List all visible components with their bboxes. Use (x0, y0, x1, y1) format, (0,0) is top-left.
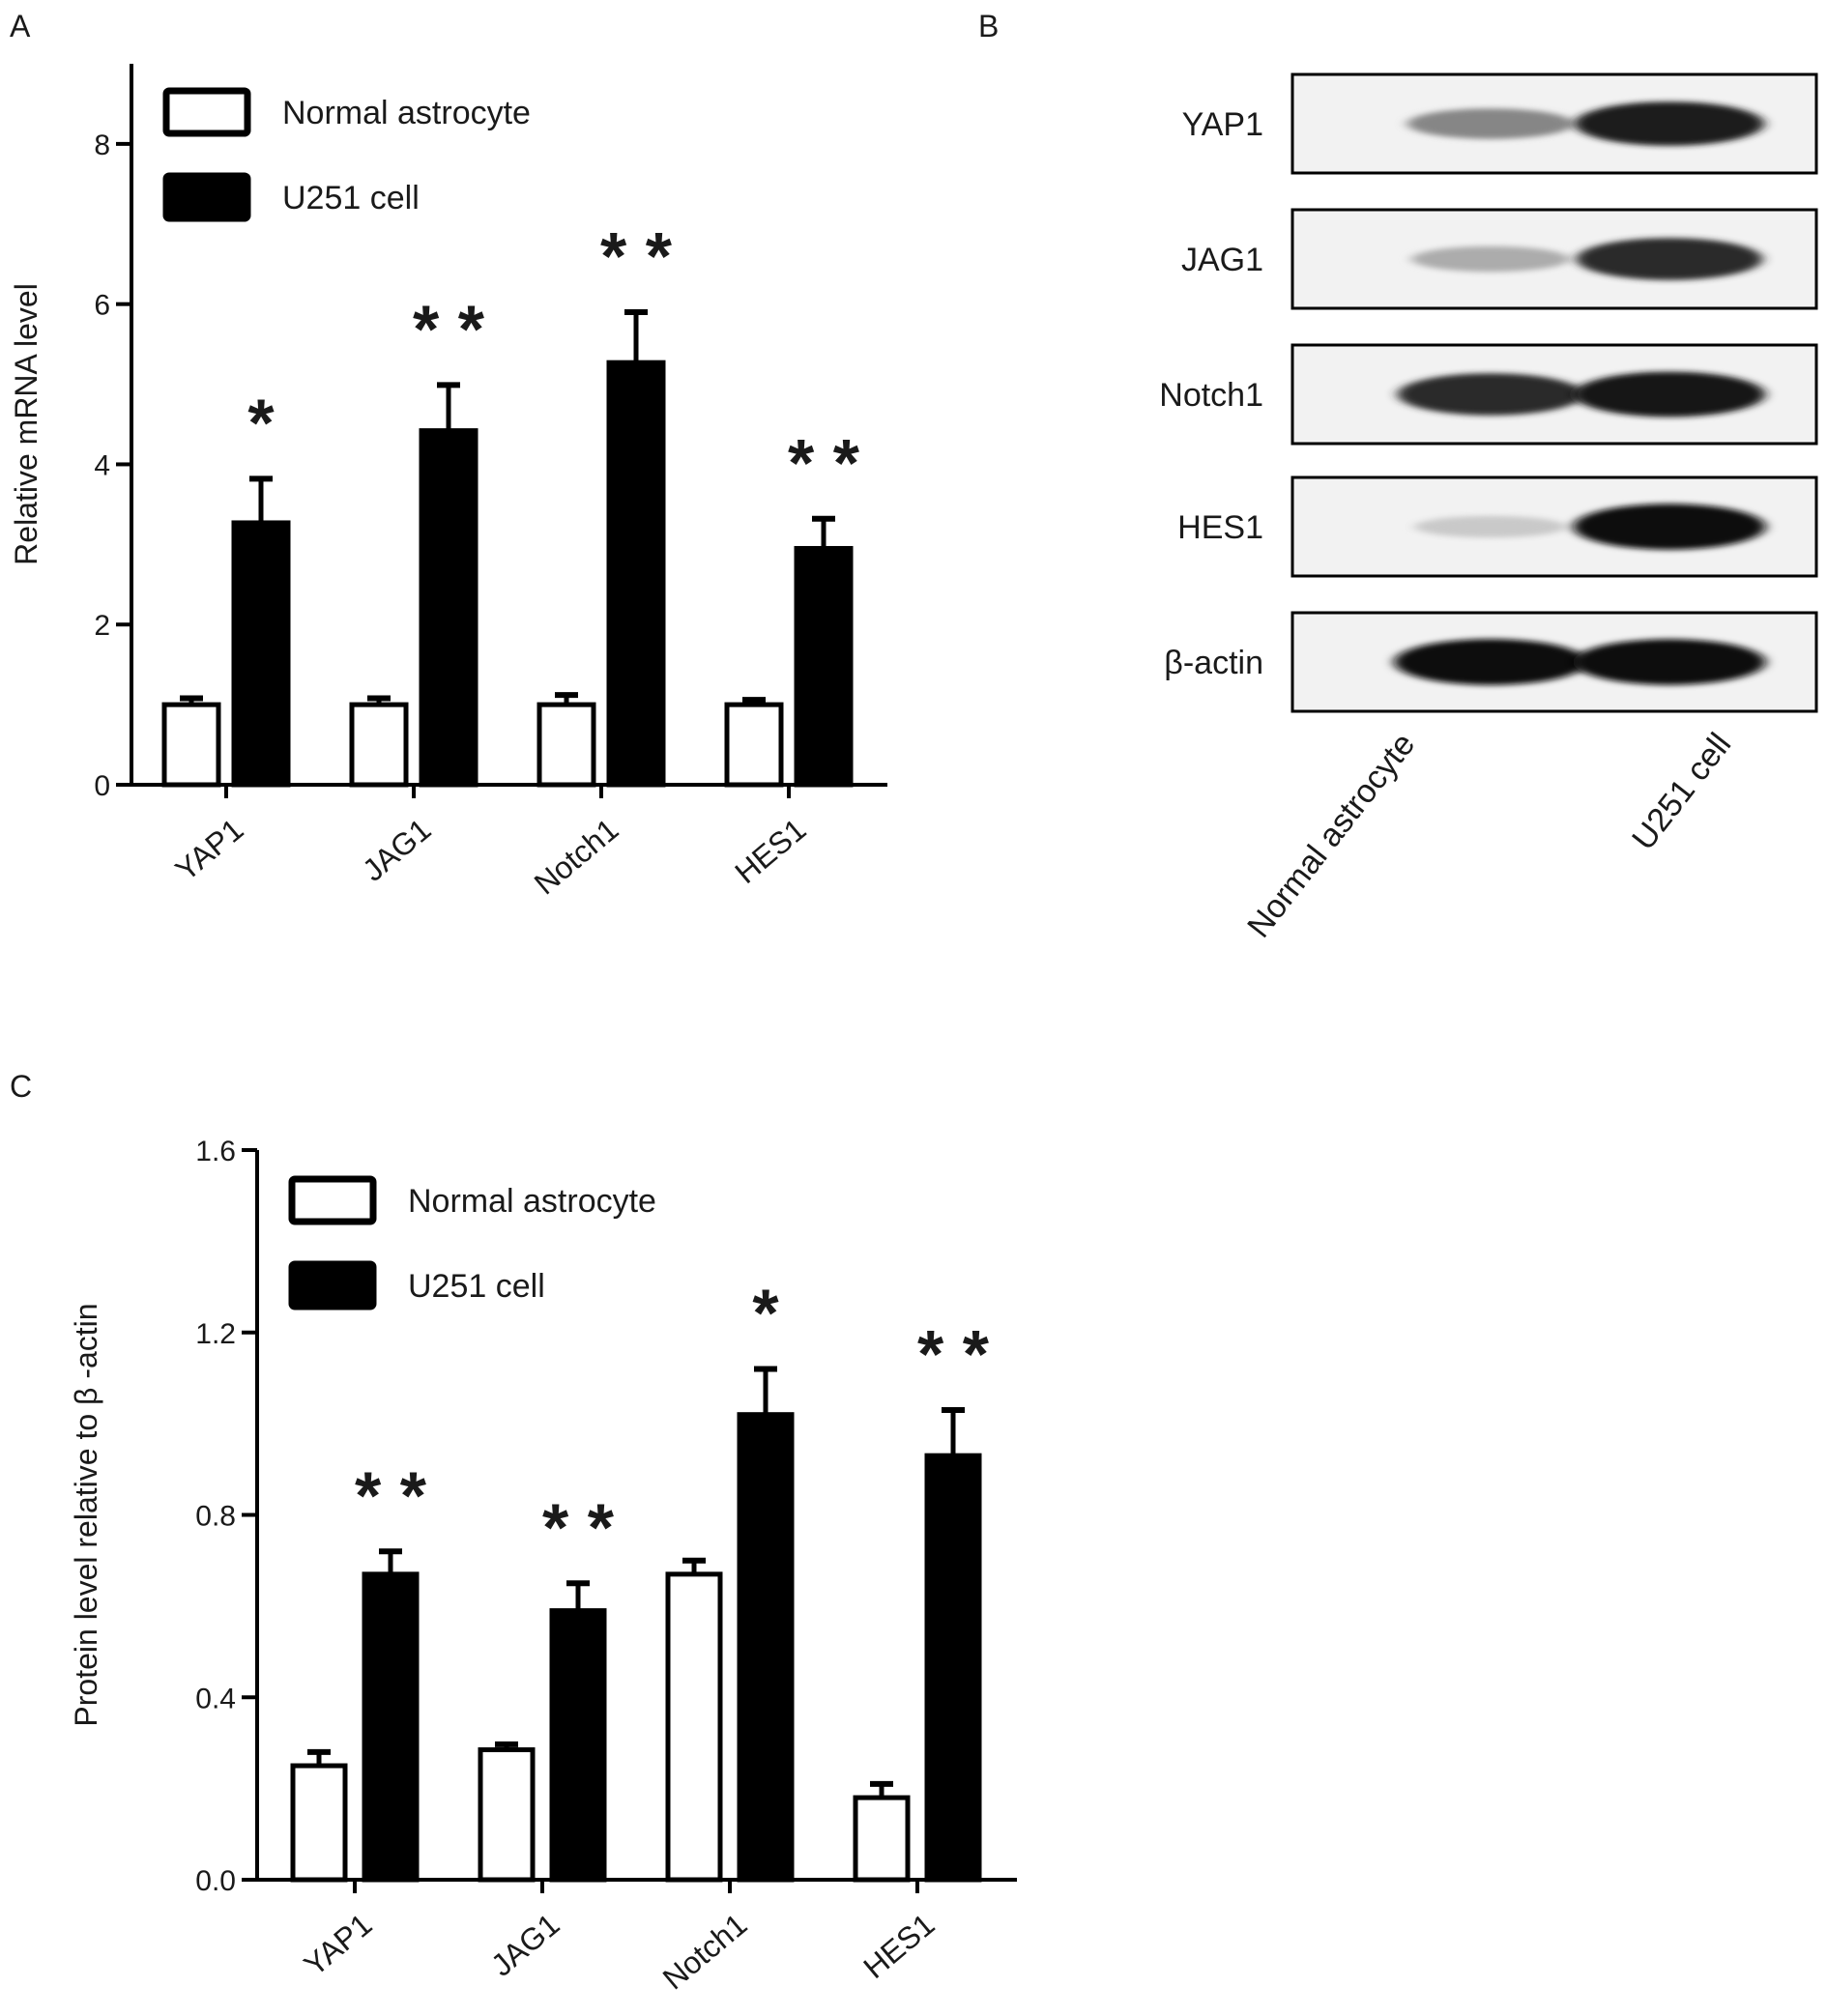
significance-marker: * (247, 385, 275, 460)
blot-band (1575, 101, 1764, 146)
panel-letter-c: C (10, 1069, 32, 1104)
x-tick-label: YAP1 (297, 1907, 378, 1983)
bar-u251-cell (419, 428, 478, 788)
blot-band (1406, 108, 1575, 139)
bar-normal-astrocyte (290, 1763, 348, 1883)
panel-a-chart: 0 2 4 6 8 Relative mRNA level * YAP1 * * JAG1 * * N… (9, 64, 887, 902)
x-tick-label: JAG1 (356, 812, 437, 888)
panel-letter-b: B (978, 9, 999, 43)
y-tick-label: 1.2 (195, 1318, 236, 1350)
bar-u251-cell (549, 1608, 607, 1883)
x-tick-label: Notch1 (528, 812, 625, 902)
significance-marker: * * (413, 291, 485, 366)
legend-label: U251 cell (408, 1268, 545, 1305)
blot-column-label: Normal astrocyte (1240, 727, 1422, 945)
bar-normal-astrocyte (853, 1795, 911, 1883)
blot-row-label: Notch1 (1159, 377, 1263, 414)
y-tick-label: 4 (94, 449, 110, 481)
y-tick-label: 0 (94, 770, 110, 802)
blot-row-label: JAG1 (1181, 242, 1263, 278)
y-axis-label: Relative mRNA level (9, 283, 44, 565)
significance-marker: * * (600, 218, 673, 294)
y-tick-label: 6 (94, 290, 110, 322)
bar-u251-cell (737, 1412, 795, 1883)
y-tick-label: 0.8 (195, 1501, 236, 1533)
bar-u251-cell (924, 1453, 982, 1883)
blot-column-label: U251 cell (1625, 727, 1738, 857)
bar-normal-astrocyte (724, 702, 784, 788)
y-tick-label: 0.0 (195, 1865, 236, 1897)
significance-marker: * * (788, 425, 860, 501)
blot-band (1576, 238, 1763, 280)
legend-swatch (162, 87, 251, 137)
blot-band (1574, 371, 1765, 418)
y-tick-label: 2 (94, 610, 110, 642)
panel-letter-a: A (10, 9, 31, 43)
legend-swatch (288, 1260, 377, 1310)
significance-marker: * * (917, 1316, 990, 1392)
blot-row-label: β-actin (1164, 645, 1263, 681)
x-tick-label: YAP1 (168, 812, 249, 888)
bar-u251-cell (231, 520, 291, 788)
bar-normal-astrocyte (665, 1571, 723, 1883)
panel-b-western-blot: YAP1 JAG1 Notch1 HES1 β-actin Normal astrocyt… (1159, 72, 1818, 945)
y-axis-label: Protein level relative to β -actin (69, 1303, 103, 1726)
bar-normal-astrocyte (161, 702, 221, 788)
significance-marker: * * (355, 1457, 427, 1533)
y-tick-label: 1.6 (195, 1136, 236, 1167)
bar-u251-cell (794, 545, 854, 788)
y-tick-label: 0.4 (195, 1683, 236, 1714)
blot-band (1397, 373, 1584, 416)
significance-marker: * (752, 1276, 779, 1351)
bar-normal-astrocyte (349, 702, 409, 788)
legend-label: Normal astrocyte (282, 95, 531, 131)
blot-row-label: HES1 (1177, 509, 1263, 546)
panel-c-chart: 0.0 0.4 0.8 1.2 1.6 Protein level relative to… (69, 1136, 1017, 1997)
bar-u251-cell (362, 1571, 420, 1883)
bar-normal-astrocyte (478, 1747, 536, 1883)
legend-label: Normal astrocyte (408, 1183, 656, 1220)
bar-u251-cell (606, 360, 666, 788)
legend-label: U251 cell (282, 180, 420, 216)
x-tick-label: JAG1 (484, 1907, 566, 1983)
x-tick-label: HES1 (856, 1907, 941, 1985)
bar-normal-astrocyte (536, 702, 596, 788)
blot-row-label: YAP1 (1182, 106, 1263, 143)
blot-band (1573, 504, 1766, 550)
x-tick-label: Notch1 (656, 1907, 754, 1997)
y-tick-label: 8 (94, 130, 110, 161)
blot-band (1411, 245, 1570, 273)
blot-band (1414, 515, 1567, 538)
significance-marker: * * (542, 1489, 615, 1565)
legend-swatch (288, 1175, 377, 1225)
blot-band (1394, 639, 1587, 685)
legend-swatch (162, 172, 251, 222)
x-tick-label: HES1 (728, 812, 812, 890)
blot-band (1573, 639, 1766, 685)
